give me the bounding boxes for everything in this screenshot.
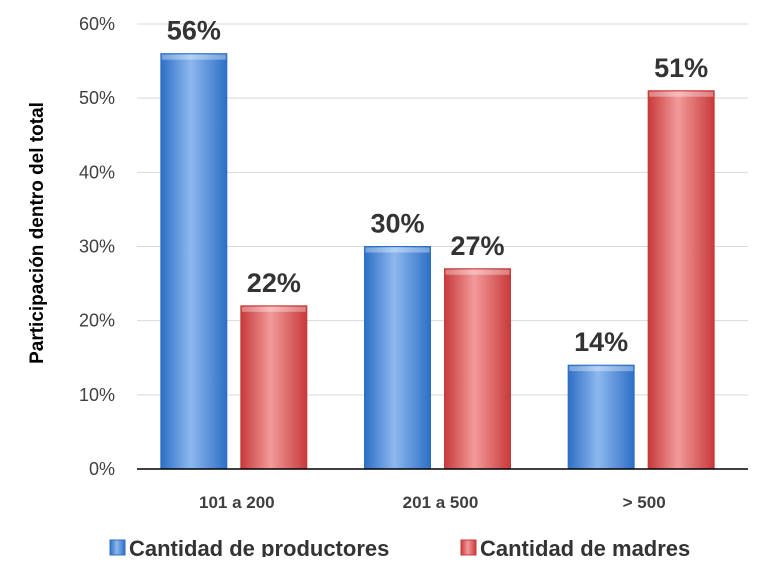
data-label: 27% [450,231,504,261]
data-label: 14% [574,327,628,357]
bar-cantidad-de-productores [567,364,635,470]
x-tick-label: 101 a 200 [199,493,275,512]
bar-highlight [445,269,510,275]
legend-label: Cantidad de productores [129,536,389,557]
data-label: 51% [654,53,708,83]
bar-highlight [365,247,430,253]
y-tick-label: 0% [89,459,115,479]
x-axis: 101 a 200 201 a 500 > 500 [137,468,748,512]
y-tick-label: 50% [79,88,115,108]
bar-cantidad-de-productores [364,246,431,470]
y-axis-ticks: 0% 10% 20% 30% 40% 50% 60% [79,14,115,479]
bar-cantidad-de-productores [160,53,228,470]
y-tick-label: 20% [79,311,115,331]
y-tick-label: 30% [79,237,115,257]
legend-swatch [460,539,477,556]
data-labels: 56% 22% 30% 27% 14% 51% [167,16,708,357]
bar-cantidad-de-madres [444,268,511,470]
x-tick-label: 201 a 500 [403,493,479,512]
bar-cantidad-de-madres [240,305,308,470]
bar-highlight [569,366,634,372]
bar-highlight [649,91,714,97]
legend-swatch [109,539,126,556]
bars [160,53,715,470]
bar-cantidad-de-madres [647,90,715,470]
y-tick-label: 10% [79,385,115,405]
y-tick-label: 40% [79,162,115,182]
data-label: 22% [247,268,301,298]
data-label: 56% [167,16,221,46]
y-axis-label: Participación dentro del total [27,102,48,364]
data-label: 30% [370,209,424,239]
x-tick-label: > 500 [623,493,666,512]
bar-highlight [241,306,306,312]
legend-label: Cantidad de madres [480,536,690,557]
y-tick-label: 60% [79,14,115,34]
legend: Cantidad de productores Cantidad de madre… [109,536,690,561]
gridlines [137,23,748,396]
bar-highlight [161,54,226,60]
